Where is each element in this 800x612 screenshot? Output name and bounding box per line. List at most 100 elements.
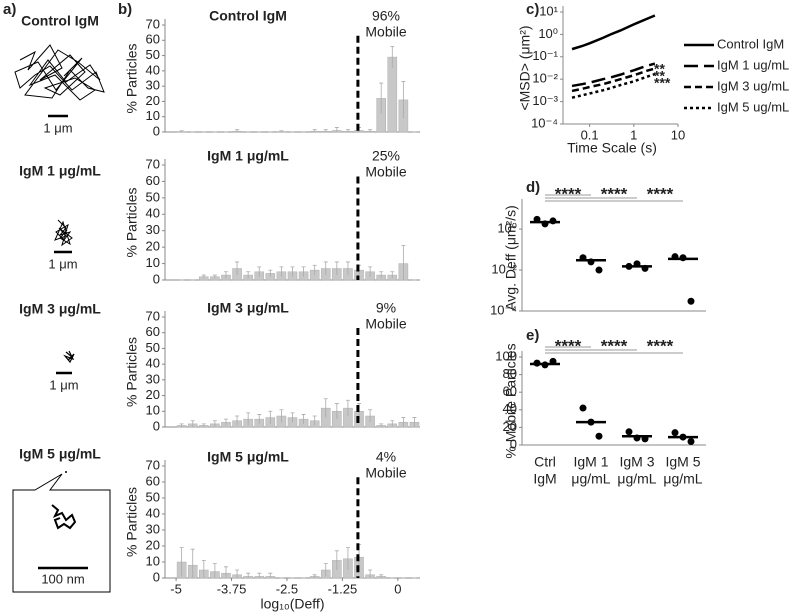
error-bar — [401, 81, 406, 119]
error-bar — [268, 410, 273, 424]
error-bar — [334, 127, 339, 132]
error-bar — [345, 399, 350, 416]
y-axis-label: % Particles — [124, 43, 140, 113]
y-tick-label: 50 — [146, 489, 160, 504]
error-bar — [257, 266, 262, 277]
y-axis-label: % Particles — [124, 187, 140, 257]
annotation: Mobile — [365, 164, 406, 180]
y-tick-label: 40 — [503, 401, 517, 416]
legend-label: IgM 5 ug/mL — [717, 99, 789, 114]
x-tick-label: μg/mL — [571, 471, 610, 487]
trajectory — [54, 219, 73, 247]
y-tick-label: 80 — [503, 366, 517, 381]
y-tick-label: 10⁰ — [497, 221, 517, 236]
error-bar — [190, 548, 195, 578]
y-tick-label: 20 — [146, 387, 160, 402]
error-bar — [368, 409, 373, 423]
error-bar — [345, 261, 350, 276]
chart-title: Control IgM — [209, 8, 287, 24]
error-bar — [223, 566, 228, 578]
error-bar — [179, 423, 184, 427]
trajectory-title: Control IgM — [21, 13, 99, 29]
error-bar — [235, 415, 240, 426]
chart-title: IgM 3 μg/mL — [207, 300, 289, 316]
trajectory — [63, 350, 75, 364]
error-bar — [212, 274, 217, 279]
y-tick-label: 10⁻³ — [532, 93, 558, 108]
y-tick-label: 10 — [146, 108, 160, 123]
error-bar — [390, 271, 395, 279]
error-bar — [268, 572, 273, 578]
y-tick-label: 30 — [146, 78, 160, 93]
dot — [595, 432, 603, 440]
y-axis-label: % Particles — [124, 337, 140, 407]
x-axis-label: log₁₀(Deff) — [261, 596, 325, 612]
series-line — [571, 14, 656, 51]
y-tick-label: 60 — [503, 384, 517, 399]
y-tick-label: 40 — [146, 356, 160, 371]
y-tick-label: 10⁻¹ — [532, 48, 558, 63]
y-tick-label: 30 — [146, 371, 160, 386]
y-tick-label: 10⁰ — [538, 26, 558, 41]
error-bar — [201, 274, 206, 279]
panel-label: e) — [526, 327, 539, 344]
y-tick-label: 50 — [146, 189, 160, 204]
bar — [387, 56, 398, 133]
trajectory — [51, 504, 77, 530]
error-bar — [323, 129, 328, 132]
y-tick-label: 0 — [510, 436, 517, 451]
panel-label: a) — [3, 1, 16, 18]
y-tick-label: 50 — [146, 340, 160, 355]
y-tick-label: 10 — [146, 403, 160, 418]
error-bar — [301, 414, 306, 424]
significance: **** — [647, 336, 674, 355]
error-bar — [301, 266, 306, 277]
y-tick-label: 10⁻⁴ — [490, 302, 517, 317]
y-tick-label: 30 — [146, 521, 160, 536]
scale-label: 1 μm — [43, 120, 72, 135]
y-axis-label: Avg. Deff (μm²/s) — [503, 205, 519, 311]
error-bar — [201, 423, 206, 427]
x-tick-label: μg/mL — [617, 471, 656, 487]
annotation: Mobile — [365, 465, 406, 481]
error-bar — [368, 569, 373, 578]
error-bar — [268, 269, 273, 277]
y-tick-label: 0 — [153, 123, 160, 138]
y-tick-label: 70 — [146, 156, 160, 171]
zoom-box — [12, 473, 111, 593]
series-line — [571, 62, 656, 88]
error-bar — [246, 572, 251, 578]
error-bar — [334, 550, 339, 570]
error-bar — [401, 245, 406, 280]
x-tick-label: μg/mL — [663, 471, 702, 487]
error-bar — [312, 129, 317, 132]
y-tick-label: 10⁻² — [532, 71, 558, 86]
x-tick-label: -3.75 — [217, 581, 247, 596]
y-tick-label: 20 — [146, 93, 160, 108]
legend-label: Control IgM — [717, 36, 784, 51]
error-bar — [257, 572, 262, 578]
dot — [625, 428, 633, 436]
y-tick-label: 60 — [146, 473, 160, 488]
y-axis-label: <MSD> (μm²) — [517, 25, 533, 110]
annotation: 96% — [372, 8, 400, 24]
y-tick-label: 40 — [146, 505, 160, 520]
dot — [671, 429, 679, 437]
x-tick-label: -5 — [170, 581, 182, 596]
trajectory-title: IgM 3 μg/mL — [19, 301, 101, 317]
y-tick-label: 10⁻² — [491, 261, 517, 276]
significance: **** — [601, 184, 628, 203]
dot — [595, 266, 603, 274]
annotation: ** — [654, 61, 665, 77]
y-tick-label: 0 — [153, 418, 160, 433]
y-tick-label: 40 — [146, 206, 160, 221]
x-tick-label: 1 — [630, 127, 637, 142]
error-bar — [290, 266, 295, 277]
panel-label: b) — [118, 1, 132, 18]
error-bar — [345, 129, 350, 132]
scale-label: 1 μm — [49, 377, 78, 392]
trajectory — [65, 471, 67, 473]
error-bar — [190, 420, 195, 427]
panel-label: c) — [526, 1, 539, 18]
